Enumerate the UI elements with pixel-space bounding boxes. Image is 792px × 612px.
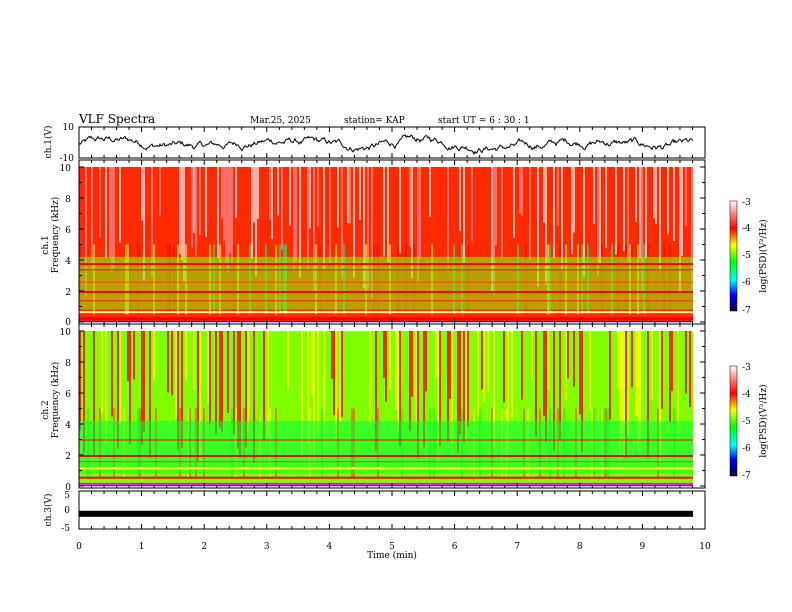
date-label: Mar.25, 2025 bbox=[250, 116, 311, 126]
ch3-ytick-bottom: -5 bbox=[61, 524, 70, 534]
x-axis: 0 1 2 3 4 5 6 7 8 9 10 Time (min) bbox=[76, 542, 711, 561]
figure-title: VLF Spectra bbox=[78, 112, 155, 126]
x-tick-8: 8 bbox=[577, 542, 583, 552]
x-tick-5: 5 bbox=[389, 542, 395, 552]
axis-ticks bbox=[78, 127, 706, 529]
ch1-spec-ytick-8: 8 bbox=[65, 195, 71, 205]
ch1-cb-tick-4: -4 bbox=[742, 224, 751, 234]
ch1-waveform-panel: 10 -10 ch.1(V) bbox=[43, 123, 706, 164]
station-label: station= KAP bbox=[344, 116, 405, 126]
ch1-cb-tick-6: -6 bbox=[742, 278, 751, 288]
ch2-cb-tick-4: -4 bbox=[742, 390, 751, 400]
ch3-ytick-mid: 0 bbox=[64, 506, 70, 516]
ch1-spec-ytick-4: 4 bbox=[65, 257, 71, 267]
ch1-colorbar: -3 -4 -5 -6 -7 log(PSD)(V²/Hz) bbox=[729, 198, 769, 316]
x-tick-0: 0 bbox=[76, 542, 82, 552]
ch1-waveform-line bbox=[78, 134, 694, 156]
ch1-spec-ytick-10: 10 bbox=[60, 164, 72, 174]
ch2-cb-tick-7: -7 bbox=[742, 471, 751, 481]
ch2-cb-tick-3: -3 bbox=[742, 363, 751, 373]
x-tick-7: 7 bbox=[514, 542, 520, 552]
ch2-spectrogram-panel: 0 2 4 6 8 10 ch.2 Frequency (kHz) bbox=[41, 323, 706, 493]
ch1-cb-tick-3: -3 bbox=[742, 198, 751, 208]
x-axis-label: Time (min) bbox=[367, 550, 417, 561]
x-tick-9: 9 bbox=[640, 542, 646, 552]
ch2-freq-label: Frequency (kHz) bbox=[50, 362, 61, 439]
ch3-ytick-top: 5 bbox=[64, 491, 70, 501]
ch1-spectrogram-image bbox=[79, 167, 693, 323]
ch2-cb-tick-5: -5 bbox=[742, 417, 751, 427]
ch2-cb-label: log(PSD)(V²/Hz) bbox=[758, 384, 769, 457]
ch1-cb-label: log(PSD)(V²/Hz) bbox=[758, 219, 769, 292]
ch3-ylabel: ch.3(V) bbox=[43, 494, 54, 527]
x-tick-2: 2 bbox=[201, 542, 207, 552]
ch1-spec-ytick-2: 2 bbox=[65, 288, 71, 298]
ch3-waveform-panel: 5 0 -5 ch.3(V) bbox=[43, 490, 706, 534]
start-time-label: start UT = 6 : 30 : 1 bbox=[438, 116, 530, 126]
ch1-freq-label: Frequency (kHz) bbox=[50, 197, 61, 274]
ch2-spec-ytick-4: 4 bbox=[65, 421, 71, 431]
ch2-spectrogram-image bbox=[79, 331, 693, 487]
ch2-channel-label: ch.2 bbox=[41, 400, 51, 419]
x-tick-4: 4 bbox=[327, 542, 333, 552]
ch1-cb-tick-5: -5 bbox=[742, 251, 751, 261]
ch1-spec-ytick-0: 0 bbox=[65, 318, 71, 328]
ch2-spec-ytick-8: 8 bbox=[65, 359, 71, 369]
ch2-colorbar: -3 -4 -5 -6 -7 log(PSD)(V²/Hz) bbox=[729, 363, 769, 481]
ch1-ylabel: ch.1(V) bbox=[43, 126, 54, 159]
x-tick-10: 10 bbox=[699, 542, 711, 552]
ch3-signal-band bbox=[79, 510, 693, 517]
ch2-spec-ytick-10: 10 bbox=[60, 328, 72, 338]
ch1-ytick-bottom: -10 bbox=[60, 154, 75, 164]
ch1-spec-ytick-6: 6 bbox=[65, 226, 71, 236]
ch1-cb-tick-7: -7 bbox=[742, 306, 751, 316]
ch1-ytick-top: 10 bbox=[63, 123, 75, 133]
ch2-spec-ytick-2: 2 bbox=[65, 452, 71, 462]
x-tick-3: 3 bbox=[264, 542, 270, 552]
ch2-spec-ytick-0: 0 bbox=[65, 483, 71, 493]
ch1-channel-label: ch.1 bbox=[41, 235, 51, 254]
ch2-cb-tick-6: -6 bbox=[742, 444, 751, 454]
ch1-spectrogram-panel: 0 2 4 6 8 10 ch.1 Frequency (kHz) bbox=[41, 159, 706, 328]
ch2-spec-ytick-6: 6 bbox=[65, 390, 71, 400]
x-tick-1: 1 bbox=[139, 542, 145, 552]
x-tick-6: 6 bbox=[452, 542, 458, 552]
